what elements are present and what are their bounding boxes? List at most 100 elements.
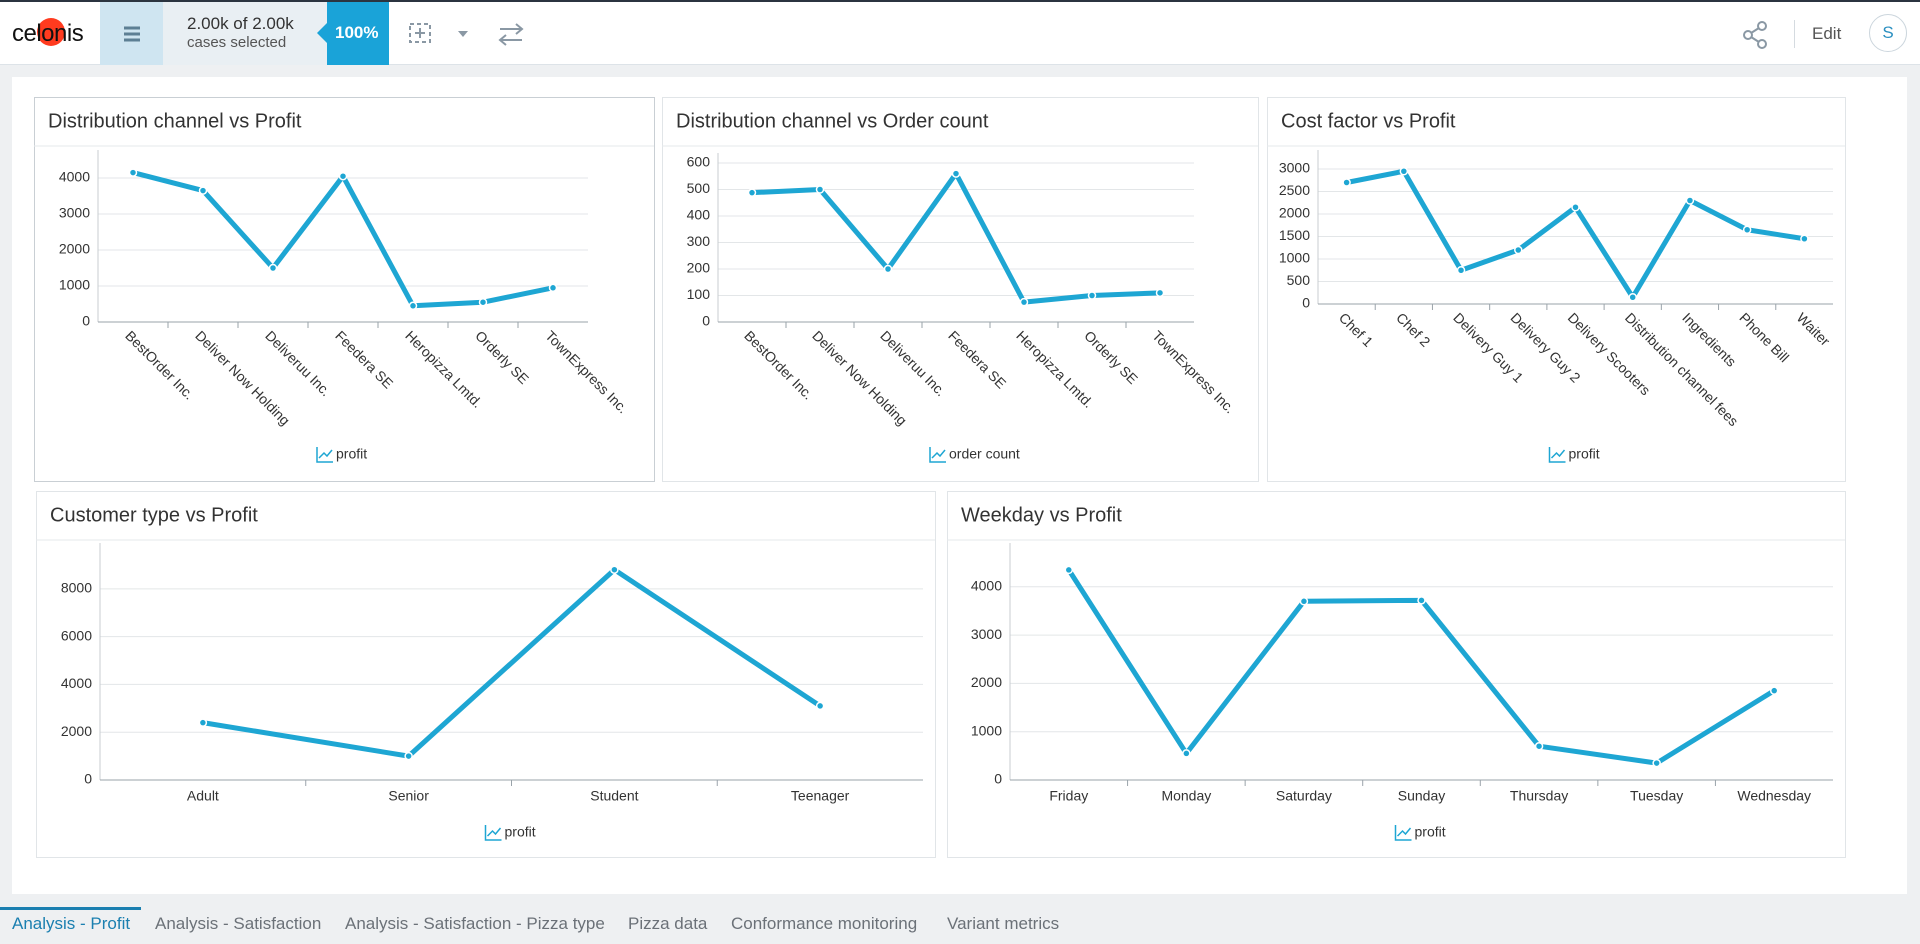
data-point (1064, 565, 1074, 575)
y-tick-label: 2000 (59, 241, 90, 257)
sheet-tab[interactable]: Analysis - Satisfaction (155, 914, 322, 933)
y-tick-label: 1000 (1279, 250, 1310, 266)
legend-icon (1548, 447, 1566, 463)
data-point (198, 186, 208, 195)
cases-label: cases selected (187, 34, 287, 51)
y-tick-label: 4000 (971, 578, 1002, 594)
chart-title: Distribution channel vs Profit (48, 110, 302, 132)
edit-button[interactable]: Edit (1812, 24, 1842, 43)
chart-title: Distribution channel vs Order count (676, 110, 989, 132)
x-tick-label: Friday (1049, 788, 1088, 804)
legend-label: profit (1415, 824, 1446, 840)
badge-notch (317, 23, 327, 43)
sheet-tab[interactable]: Analysis - Profit (12, 914, 131, 933)
chart-title: Customer type vs Profit (50, 504, 258, 526)
x-tick-label: Sunday (1398, 788, 1445, 804)
sheet-tab[interactable]: Pizza data (628, 914, 708, 933)
active-tab-indicator (0, 907, 141, 910)
y-tick-label: 6000 (61, 627, 92, 643)
data-point (747, 188, 757, 197)
data-point (610, 565, 619, 574)
data-point (1087, 291, 1097, 300)
data-point (198, 718, 208, 727)
percent-badge: 100% (317, 2, 389, 65)
chart-title: Cost factor vs Profit (1281, 110, 1456, 132)
x-tick-label: Saturday (1276, 788, 1332, 804)
data-point (1299, 597, 1309, 606)
x-tick-label: Wednesday (1737, 788, 1811, 804)
x-tick-label: Monday (1161, 788, 1211, 804)
y-tick-label: 0 (82, 313, 90, 329)
user-avatar[interactable]: S (1869, 14, 1907, 52)
menu-button[interactable] (100, 2, 163, 65)
data-point (951, 169, 961, 178)
y-tick-label: 1500 (1279, 227, 1310, 243)
sheet-tab[interactable]: Analysis - Satisfaction - Pizza type (345, 914, 605, 933)
y-tick-label: 300 (687, 233, 711, 249)
cases-count: 2.00k of 2.00k (187, 14, 294, 33)
y-tick-label: 3000 (1279, 160, 1310, 176)
data-point (883, 264, 893, 274)
y-tick-label: 400 (687, 207, 711, 223)
x-tick-label: Tuesday (1630, 788, 1683, 804)
sheet-tab[interactable]: Variant metrics (947, 914, 1060, 933)
data-point (1534, 741, 1544, 751)
x-tick-label: Teenager (791, 788, 850, 804)
y-tick-label: 500 (1287, 272, 1311, 288)
data-point (1456, 266, 1466, 275)
data-point (1514, 245, 1523, 255)
y-tick-label: 0 (702, 313, 710, 329)
data-point (1019, 297, 1029, 307)
y-tick-label: 0 (1302, 295, 1310, 311)
y-tick-label: 4000 (59, 169, 90, 185)
y-tick-label: 2000 (1279, 205, 1310, 221)
y-tick-label: 2500 (1279, 182, 1310, 198)
data-point (1571, 203, 1580, 212)
y-tick-label: 1000 (971, 722, 1002, 738)
data-point (268, 263, 278, 273)
data-point (128, 168, 138, 177)
toolbar-icons[interactable] (405, 18, 535, 50)
share-icon[interactable] (1740, 20, 1770, 50)
x-tick-label: Senior (388, 788, 429, 804)
chart-card (662, 97, 1259, 482)
legend-label: order count (949, 446, 1020, 462)
chart-card (947, 491, 1846, 858)
y-tick-label: 100 (687, 286, 711, 302)
sheet-tab[interactable]: Conformance monitoring (731, 914, 918, 933)
data-point (1628, 293, 1637, 302)
data-point (1769, 686, 1779, 695)
chart-title: Weekday vs Profit (961, 504, 1122, 526)
y-tick-label: 8000 (61, 580, 92, 596)
y-tick-label: 200 (687, 260, 711, 276)
data-point (548, 283, 558, 293)
legend-label: profit (505, 824, 536, 840)
logo[interactable]: celonis (12, 20, 84, 47)
chart-card (34, 97, 655, 482)
data-point (815, 701, 825, 711)
legend-icon (1394, 825, 1412, 841)
y-tick-label: 3000 (59, 205, 90, 221)
data-point (1800, 234, 1809, 243)
case-selection[interactable]: 2.00k of 2.00k cases selected (163, 2, 327, 65)
x-tick-label: Thursday (1510, 788, 1568, 804)
data-point (1417, 596, 1426, 605)
y-tick-label: 500 (687, 180, 711, 196)
y-tick-label: 1000 (59, 277, 90, 293)
y-tick-label: 2000 (61, 723, 92, 739)
line-series (202, 567, 822, 759)
chart-card (1267, 97, 1846, 482)
x-tick-label: Adult (187, 788, 219, 804)
y-tick-label: 3000 (971, 626, 1002, 642)
data-point (1182, 749, 1191, 758)
y-tick-label: 600 (687, 154, 711, 170)
data-point (1742, 225, 1752, 234)
y-tick-label: 4000 (61, 675, 92, 691)
data-point (408, 301, 418, 311)
data-point (1342, 178, 1351, 187)
data-point (404, 751, 413, 761)
menu-icon (124, 26, 140, 42)
data-point (815, 185, 825, 194)
